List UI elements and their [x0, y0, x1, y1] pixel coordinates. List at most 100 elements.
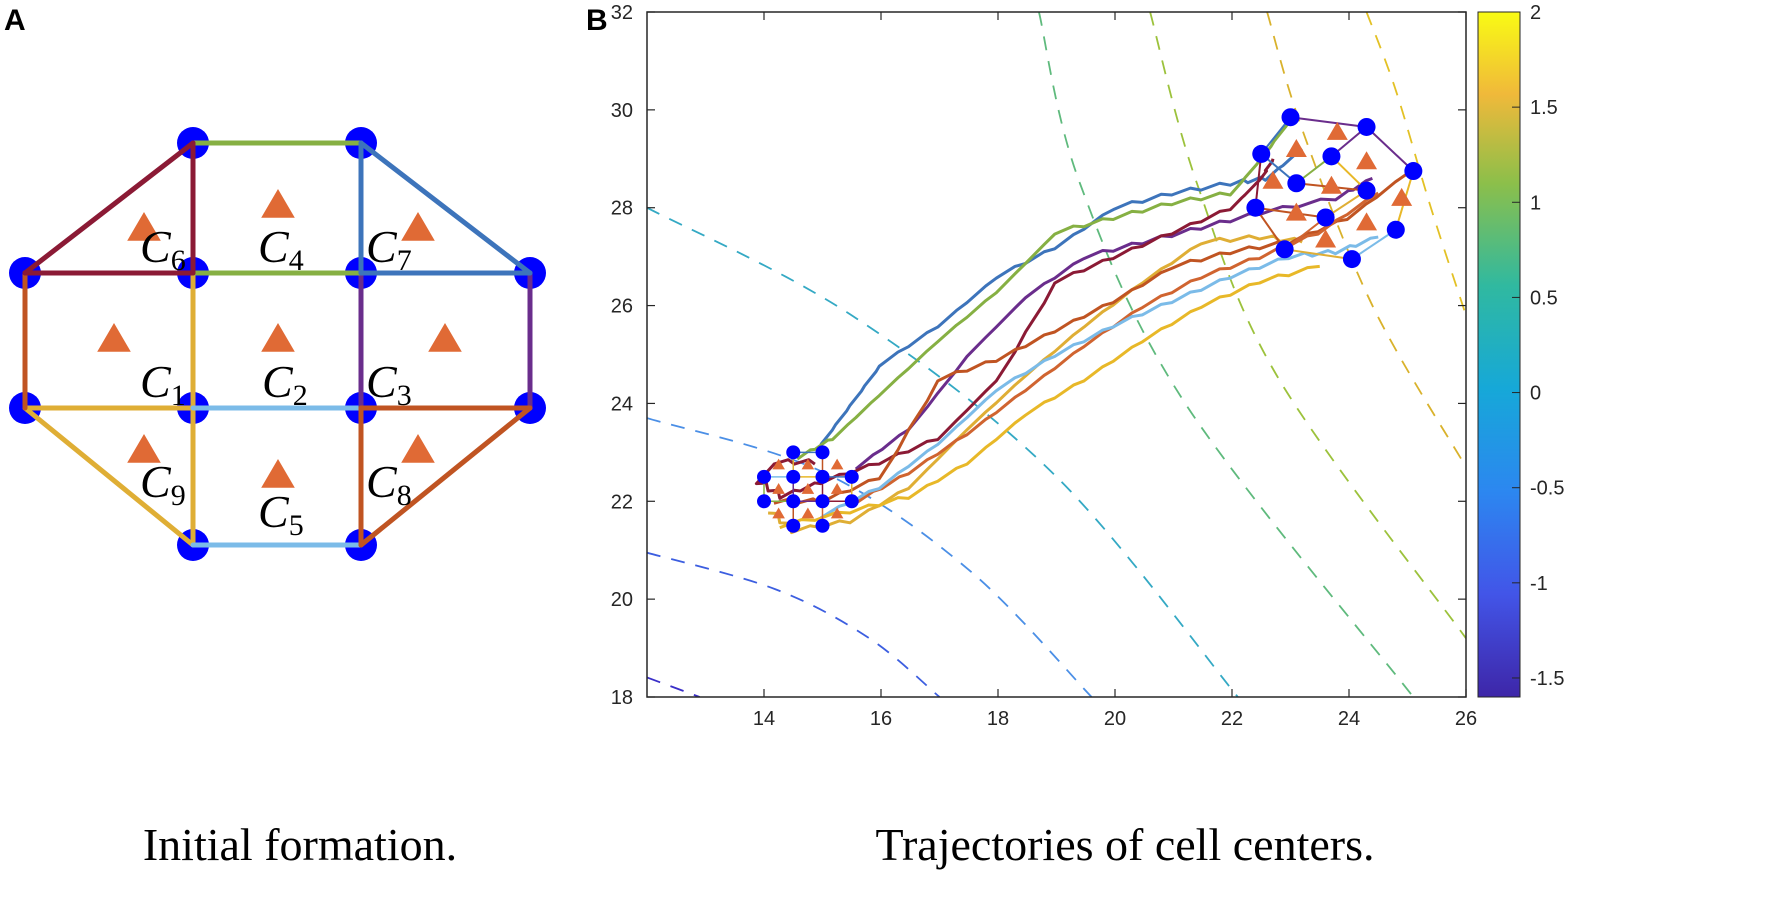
cell-label-2: C2	[262, 356, 308, 412]
start-center-triangle	[772, 483, 785, 494]
end-node-marker	[1281, 108, 1300, 127]
start-node-marker	[786, 445, 801, 460]
end-node-marker	[1252, 144, 1271, 163]
cell-center-triangle	[261, 323, 295, 352]
axis-ticks: 14 16 18 20 22 24 26 18 20 22 24 26 28 30 32	[611, 2, 1477, 730]
contour-line	[1038, 12, 1415, 697]
colorbar-tick-label: 1.5	[1530, 97, 1558, 119]
cell-edge	[22, 405, 196, 548]
trajectory-c8	[855, 191, 1380, 505]
cell-center-triangle	[261, 459, 295, 488]
cell-label-subscript: 7	[397, 244, 412, 277]
x-tick-label: 20	[1104, 708, 1126, 730]
trajectory-c4	[796, 118, 1292, 461]
start-node-marker	[786, 494, 801, 509]
cell-label-3: C3	[366, 356, 412, 412]
colorbar-ticks: 2 1.5 1 0.5 0 -0.5 -1 -1.5	[1512, 2, 1564, 690]
x-tick-label: 26	[1455, 708, 1477, 730]
trajectory-c6	[754, 158, 1275, 500]
trajectory-c7	[819, 147, 1304, 446]
cell-label-6: C6	[140, 221, 186, 277]
plot-frame	[646, 11, 1467, 698]
cell-label-1: C1	[140, 356, 186, 412]
cell-center-triangle	[401, 434, 435, 463]
cell-label-letter: C	[262, 356, 294, 407]
cell-label-letter: C	[366, 456, 398, 507]
formation-edges	[22, 140, 533, 548]
y-tick-label: 20	[611, 589, 633, 611]
start-node-marker	[815, 494, 830, 509]
start-node-marker	[757, 494, 771, 509]
cell-center-triangle	[261, 189, 295, 218]
cell-label-4: C4	[258, 221, 304, 277]
cell-center-triangle	[401, 212, 435, 241]
start-node-marker	[757, 469, 771, 484]
cell-label-letter: C	[258, 486, 290, 537]
start-center-triangle	[801, 458, 815, 470]
start-node-marker	[844, 469, 859, 484]
colorbar-tick-label: -0.5	[1530, 478, 1564, 500]
end-node-marker	[1404, 162, 1423, 181]
cell-center-triangle	[127, 212, 161, 241]
panel-b: B 14 16 18 20 22 24 26 18 20 22 24 26 28 30 32 2 1.5 1 0.…	[586, 2, 1564, 870]
end-center-triangle	[1320, 175, 1342, 194]
end-formation-edge	[1365, 126, 1415, 172]
cell-label-letter: C	[140, 221, 172, 272]
contour-line	[1365, 12, 1466, 316]
cell-label-7: C7	[366, 221, 412, 277]
y-tick-label: 18	[611, 687, 633, 709]
end-node-marker	[1287, 174, 1306, 193]
end-node-marker	[1357, 181, 1376, 200]
end-node-marker	[1357, 117, 1376, 136]
x-tick-label: 24	[1338, 708, 1360, 730]
end-center-triangle	[1315, 229, 1337, 248]
colorbar-tick-label: -1.5	[1530, 668, 1564, 690]
start-node-marker	[844, 494, 859, 509]
formation-centers	[97, 189, 462, 488]
end-center-triangle	[1285, 139, 1307, 157]
end-formation-edge	[1284, 248, 1353, 261]
start-node-marker	[815, 469, 830, 484]
start-center-triangle	[772, 507, 785, 519]
panel-a-caption: Initial formation.	[143, 819, 457, 870]
y-tick-label: 30	[611, 100, 633, 122]
start-node-marker	[786, 518, 801, 533]
y-tick-label: 26	[611, 296, 633, 318]
cell-label-9: C9	[140, 456, 186, 512]
y-tick-label: 32	[611, 2, 633, 24]
start-node-marker	[815, 518, 830, 533]
cell-label-letter: C	[258, 221, 290, 272]
cell-label-subscript: 6	[171, 244, 186, 277]
contour-line	[1149, 12, 1466, 639]
start-node-marker	[815, 445, 830, 460]
cell-center-triangle	[428, 323, 462, 352]
y-tick-label: 24	[611, 393, 633, 415]
end-center-triangle	[1262, 170, 1284, 189]
x-tick-label: 14	[753, 708, 775, 730]
end-node-marker	[1246, 198, 1265, 217]
cell-center-triangle	[97, 323, 131, 352]
panel-a-letter: A	[4, 4, 26, 37]
end-node-marker	[1275, 240, 1294, 259]
cell-label-letter: C	[140, 356, 172, 407]
cell-label-subscript: 9	[171, 479, 186, 512]
end-center-triangle	[1391, 187, 1413, 206]
contour-line	[1266, 12, 1466, 468]
contour-line	[647, 551, 941, 697]
trajectory-c2	[819, 235, 1379, 520]
end-node-marker	[1316, 208, 1335, 227]
contour-line	[647, 417, 1093, 697]
colorbar-tick-label: -1	[1530, 573, 1548, 595]
panel-b-caption: Trajectories of cell centers.	[876, 819, 1375, 870]
cell-label-subscript: 4	[289, 244, 304, 277]
y-tick-label: 28	[611, 198, 633, 220]
cell-label-letter: C	[366, 221, 398, 272]
cell-label-subscript: 8	[397, 479, 412, 512]
end-formation-edge	[1255, 206, 1326, 219]
cell-label-subscript: 5	[289, 509, 304, 542]
trajectory-c9	[768, 234, 1303, 535]
x-tick-label: 16	[870, 708, 892, 730]
